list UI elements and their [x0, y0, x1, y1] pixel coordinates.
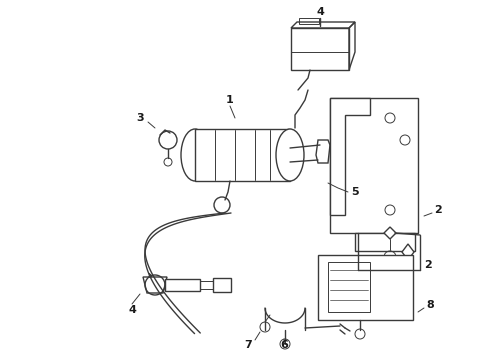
Text: 2: 2: [434, 205, 442, 215]
Text: 7: 7: [244, 340, 252, 350]
Bar: [299, 18, 319, 24]
Bar: [165, 279, 200, 291]
Text: 2: 2: [424, 260, 432, 270]
Text: 6: 6: [280, 340, 288, 350]
Bar: [330, 98, 418, 233]
Ellipse shape: [181, 129, 209, 181]
Text: 1: 1: [226, 95, 234, 105]
Bar: [195, 129, 290, 181]
Bar: [355, 233, 415, 251]
Polygon shape: [316, 140, 330, 163]
Bar: [291, 28, 349, 70]
Text: 4: 4: [128, 305, 136, 315]
Text: 3: 3: [136, 113, 144, 123]
Text: 5: 5: [351, 187, 359, 197]
Polygon shape: [384, 227, 396, 239]
Bar: [318, 255, 413, 320]
Polygon shape: [402, 244, 414, 260]
Text: 4: 4: [316, 7, 324, 17]
Bar: [328, 262, 370, 312]
Polygon shape: [330, 98, 370, 215]
Text: 8: 8: [426, 300, 434, 310]
Ellipse shape: [276, 129, 304, 181]
Bar: [213, 278, 231, 292]
Polygon shape: [143, 277, 167, 293]
